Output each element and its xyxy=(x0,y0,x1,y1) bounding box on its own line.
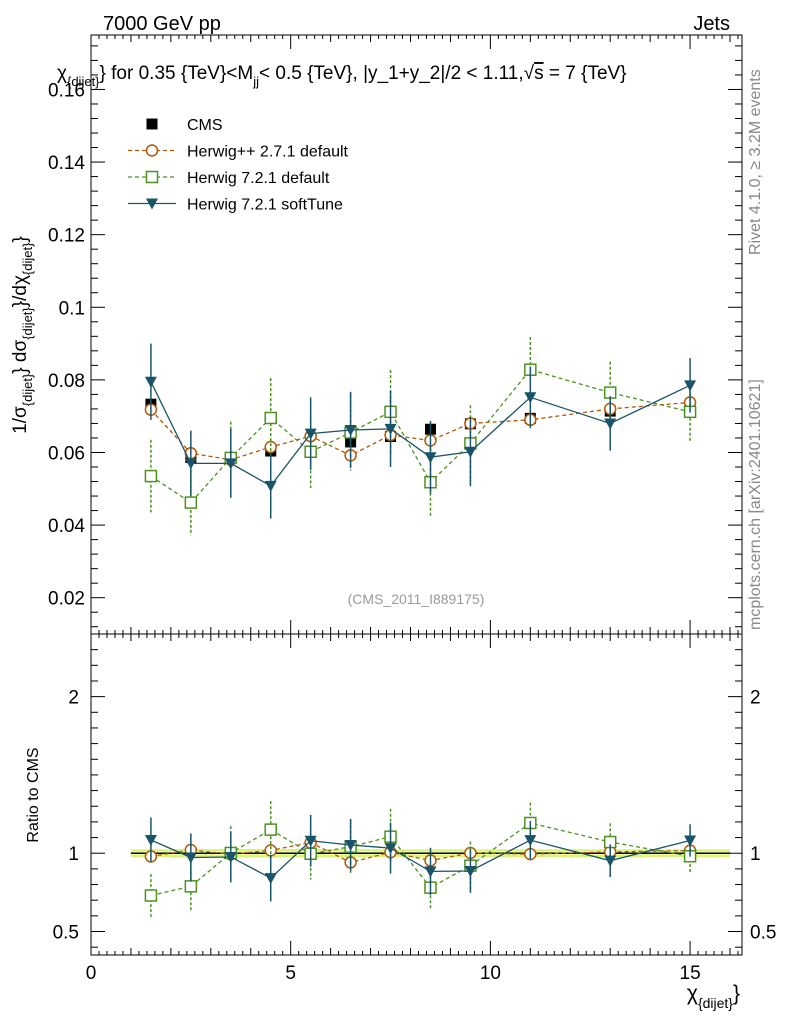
legend-label: CMS xyxy=(187,117,223,134)
title-chi-sub: {dijet} xyxy=(67,74,100,89)
ratio-y-tick-label: 0.5 xyxy=(53,923,79,944)
y-tick-label: 0.02 xyxy=(48,589,85,610)
title-chi: χ xyxy=(57,63,67,84)
chart-title: χ{dijet}} for 0.35 {TeV}<Mjj< 0.5 {TeV},… xyxy=(57,63,627,89)
series-marker xyxy=(184,458,197,470)
series-marker xyxy=(464,446,477,458)
ratio-marker xyxy=(264,873,277,885)
series-2 xyxy=(144,343,697,519)
series-marker xyxy=(144,376,157,388)
analysis-watermark: (CMS_2011_I889175) xyxy=(348,591,485,607)
series-line xyxy=(150,401,691,461)
title-rest: < 0.5 {TeV}, |y_1+y_2|/2 < 1.11, xyxy=(259,63,524,84)
ratio-marker xyxy=(524,835,537,847)
ticks-layer: 0.02 0.04 0.06 0.08 0.1 0.12 0.14 0.16 0 5 10 15 0.5… xyxy=(48,35,776,984)
ratio-panel-frame xyxy=(90,633,743,956)
series-marker xyxy=(344,424,357,436)
y-axis-label: 1/σ{dijet}} dσ{dijet}}/dχ{dijet}} xyxy=(10,236,35,434)
y-tick-label: 0.04 xyxy=(48,516,85,537)
x-tick-label: 0 xyxy=(86,963,97,984)
ratio-y-tick-label: 1 xyxy=(68,844,79,865)
ratio-marker xyxy=(304,835,317,847)
rivet-label: Rivet 4.1.0, ≥ 3.2M events xyxy=(747,69,764,255)
ylabel-sub3: {dijet} xyxy=(20,242,35,275)
series-line xyxy=(150,381,691,487)
series-marker xyxy=(424,452,437,464)
y-tick-label: 0.06 xyxy=(48,443,85,464)
ratio-series-line xyxy=(150,822,691,897)
series-line xyxy=(150,368,691,504)
title-mjj-sub: jj xyxy=(252,74,259,89)
legend-label: Herwig++ 2.7.1 default xyxy=(187,144,349,161)
series-marker xyxy=(224,458,237,470)
legend-marker xyxy=(146,198,158,210)
ylabel-sub2: {dijet} xyxy=(20,307,35,340)
ratio-marker xyxy=(144,834,157,846)
ylabel-part4: } xyxy=(10,236,31,242)
xlabel-sub: {dijet} xyxy=(698,995,733,1011)
legend-label: Herwig 7.2.1 softTune xyxy=(187,197,343,214)
series-layer xyxy=(144,337,697,917)
y-tick-label: 0.16 xyxy=(48,80,85,101)
ratio-series-2 xyxy=(144,814,697,902)
title-s: s xyxy=(534,63,544,84)
ratio-marker xyxy=(184,880,198,893)
legend-marker xyxy=(145,144,159,157)
y-tick-label: 0.14 xyxy=(48,153,85,174)
series-marker xyxy=(524,392,537,404)
ratio-marker xyxy=(464,865,477,877)
series-marker xyxy=(684,380,697,392)
y-tick-label: 0.1 xyxy=(59,298,85,319)
ylabel-part3: }/dχ xyxy=(10,275,31,307)
ratio-y-tick-label-right: 1 xyxy=(750,844,761,865)
series-marker xyxy=(144,469,158,483)
category-label: Jets xyxy=(693,13,730,35)
series-marker xyxy=(604,418,617,430)
ratio-marker xyxy=(684,835,697,847)
x-axis-label: χ{dijet}} xyxy=(687,982,740,1011)
series-marker xyxy=(264,411,277,425)
ratio-marker xyxy=(144,889,158,902)
ratio-marker xyxy=(604,855,617,867)
series-marker xyxy=(184,496,198,509)
y-tick-label: 0.12 xyxy=(48,226,85,247)
series-marker xyxy=(384,423,397,435)
ylabel-sub1: {dijet} xyxy=(20,373,35,406)
ratio-y-tick-label-right: 0.5 xyxy=(750,923,776,944)
ratio-marker xyxy=(224,851,237,863)
ratio-marker xyxy=(344,840,357,852)
x-tick-label: 10 xyxy=(480,963,501,984)
title-tail: = 7 {TeV} xyxy=(544,63,627,84)
title-main: } for 0.35 {TeV}<M xyxy=(100,63,254,84)
legend-label: Herwig 7.2.1 default xyxy=(187,170,330,187)
ratio-series-line xyxy=(150,841,691,864)
x-tick-label: 5 xyxy=(285,963,296,984)
ratio-y-tick-label-right: 2 xyxy=(750,688,761,709)
mcplots-label: mcplots.cern.ch [arXiv:2401.10621] xyxy=(747,379,764,630)
xlabel-close: } xyxy=(733,982,740,1005)
legend-marker xyxy=(145,170,159,184)
series-marker xyxy=(264,440,277,454)
ratio-marker xyxy=(424,866,437,878)
ylabel-part2: } dσ xyxy=(10,340,31,374)
ratio-y-tick-label: 2 xyxy=(68,688,79,709)
ratio-marker xyxy=(384,843,397,855)
series-1 xyxy=(144,337,697,536)
legend: CMS Herwig++ 2.7.1 default Herwig 7.2.1 de… xyxy=(128,117,349,214)
y-tick-label: 0.08 xyxy=(48,371,85,392)
series-marker xyxy=(264,480,277,492)
xlabel-main: χ xyxy=(687,982,698,1005)
x-tick-label: 15 xyxy=(680,963,701,984)
ratio-y-axis-label: Ratio to CMS xyxy=(25,747,42,842)
ratio-series-line xyxy=(150,839,691,879)
ratio-marker xyxy=(264,823,277,836)
ylabel-part1: 1/σ xyxy=(10,406,31,434)
energy-label: 7000 GeV pp xyxy=(103,13,221,35)
legend-marker xyxy=(146,118,158,130)
title-sqrt: √ xyxy=(524,63,535,84)
series-marker xyxy=(304,428,317,440)
ratio-marker xyxy=(184,852,197,864)
